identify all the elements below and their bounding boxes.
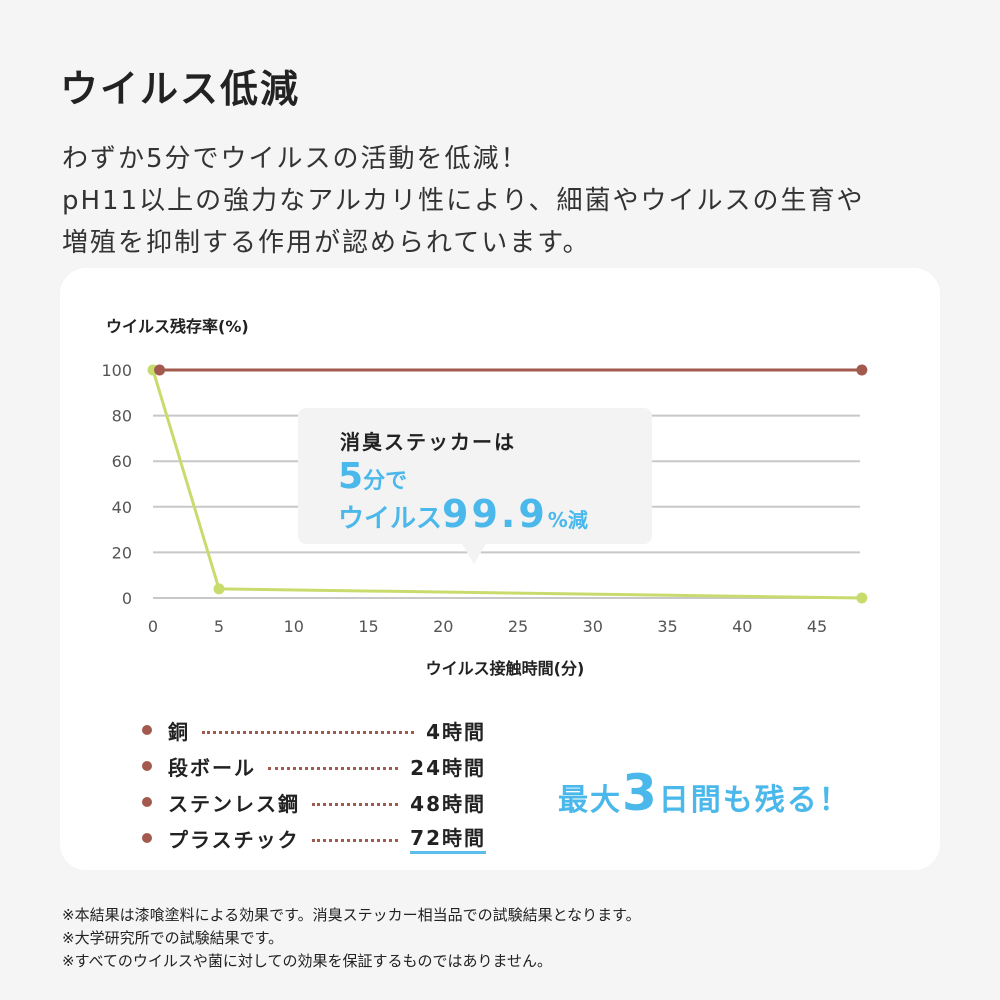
y-tick-label: 100 xyxy=(101,361,132,380)
max-days-callout: 最大3日間も残る！ xyxy=(558,764,851,822)
material: プラスチック xyxy=(168,827,300,852)
x-tick-label: 10 xyxy=(284,617,304,636)
footnote: ※すべてのウイルスや菌に対しての効果を保証するものではありません。 xyxy=(62,952,553,970)
bubble-line3: ウイルス99.9%減 xyxy=(338,492,588,536)
result-bubble: 消臭ステッカーは 5分で ウイルス99.9%減 xyxy=(298,408,652,564)
material: 銅 xyxy=(168,719,190,744)
time: 4時間 xyxy=(426,719,486,744)
x-tick-label: 30 xyxy=(583,617,603,636)
y-tick-label: 40 xyxy=(112,498,132,517)
footnote: ※大学研究所での試験結果です。 xyxy=(62,929,284,947)
material: ステンレス鋼 xyxy=(168,791,300,816)
intro-line: わずか5分でウイルスの活動を低減！ xyxy=(62,144,529,174)
data-point xyxy=(213,583,225,595)
intro-line: 増殖を抑制する作用が認められています。 xyxy=(62,228,591,258)
list-item: プラスチック 72時間 xyxy=(142,820,486,856)
leader-dots xyxy=(202,730,415,734)
x-tick-label: 15 xyxy=(358,617,378,636)
x-tick-label: 40 xyxy=(732,617,752,636)
footnote: ※本結果は漆喰塗料による効果です。消臭ステッカー相当品での試験結果となります。 xyxy=(62,906,641,924)
time: 72時間 xyxy=(410,822,486,854)
callout-post: 日間も残る！ xyxy=(658,783,851,818)
list-item: ステンレス鋼 48時間 xyxy=(142,784,486,820)
bubble-line1: 消臭ステッカーは xyxy=(340,430,516,454)
y-tick-label: 60 xyxy=(112,452,132,471)
x-tick-label: 20 xyxy=(433,617,453,636)
footnotes: ※本結果は漆喰塗料による効果です。消臭ステッカー相当品での試験結果となります。 … xyxy=(62,904,641,973)
x-tick-label: 5 xyxy=(214,617,224,636)
x-tick-label: 45 xyxy=(807,617,827,636)
bubble-num: 99.9 xyxy=(442,492,548,536)
x-tick-label: 0 xyxy=(148,617,158,636)
bubble-num: 5 xyxy=(338,456,364,497)
bullet-icon xyxy=(142,725,152,735)
bubble-pre: ウイルス xyxy=(338,504,443,534)
intro-line: pH11以上の強力なアルカリ性により、細菌やウイルスの生育や xyxy=(62,186,865,216)
material: 段ボール xyxy=(168,755,256,780)
callout-pre: 最大 xyxy=(558,783,622,818)
survival-list: 銅 4時間 段ボール 24時間 ステンレス鋼 48時間 プラスチック 72時間 xyxy=(142,712,486,856)
data-point xyxy=(856,364,868,376)
x-tick-label: 35 xyxy=(657,617,677,636)
data-point xyxy=(856,592,868,604)
leader-dots xyxy=(268,766,399,770)
y-axis-label: ウイルス残存率(%) xyxy=(106,317,249,336)
callout-num: 3 xyxy=(622,764,659,822)
bullet-icon xyxy=(142,833,152,843)
time: 48時間 xyxy=(410,791,486,816)
intro-text: わずか5分でウイルスの活動を低減！ pH11以上の強力なアルカリ性により、細菌や… xyxy=(62,138,865,264)
y-tick-label: 80 xyxy=(112,407,132,426)
leader-dots xyxy=(312,802,399,806)
leader-dots xyxy=(311,838,399,842)
line-chart: 0 20 40 60 80 100 0 5 10 15 20 25 30 35 40 45 xyxy=(101,361,868,636)
bubble-unit: %減 xyxy=(547,508,588,532)
time: 24時間 xyxy=(410,755,486,780)
x-axis-label: ウイルス接触時間(分) xyxy=(425,659,585,678)
list-item: 銅 4時間 xyxy=(142,712,486,748)
bullet-icon xyxy=(142,797,152,807)
bullet-icon xyxy=(142,761,152,771)
page-title: ウイルス低減 xyxy=(60,67,301,111)
y-tick-label: 20 xyxy=(112,543,132,562)
x-tick-label: 25 xyxy=(508,617,528,636)
bubble-line2: 5分で xyxy=(338,456,407,497)
y-tick-label: 0 xyxy=(122,589,132,608)
list-item: 段ボール 24時間 xyxy=(142,748,486,784)
bubble-unit: 分で xyxy=(363,469,408,494)
data-point xyxy=(154,364,166,376)
chart-card xyxy=(60,268,940,870)
